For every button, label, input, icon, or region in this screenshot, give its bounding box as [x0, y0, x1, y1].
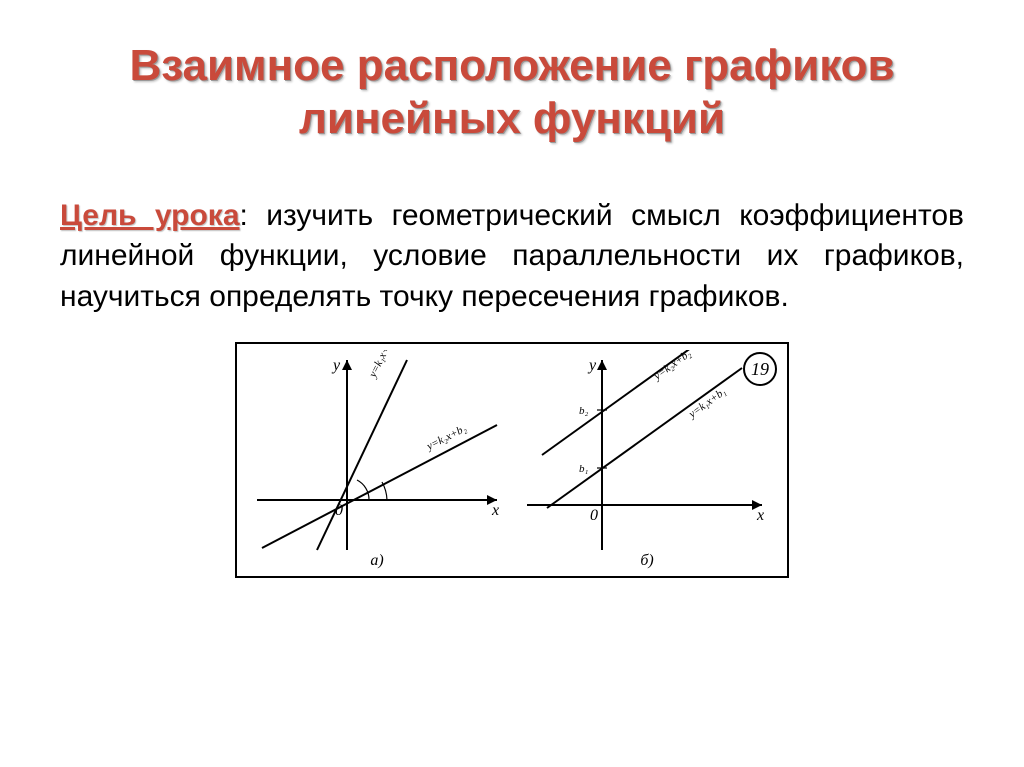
panel-a: y x 0 y=k₁x+b₁ y=k₂x+b₂ а) — [247, 350, 507, 570]
x-label-b: x — [756, 507, 764, 524]
slide-title: Взаимное расположение графиков линейных … — [60, 40, 964, 146]
goal-label: Цель урока — [60, 199, 240, 232]
b2-label: b₂ — [579, 405, 589, 417]
origin-label-b: 0 — [590, 507, 598, 524]
y-label: y — [331, 357, 341, 374]
line-k2-label: y=k₂x+b₂ — [424, 423, 468, 454]
line-upper-label: y=k₂x+b₂ — [651, 350, 694, 383]
figure-container: y x 0 y=k₁x+b₁ y=k₂x+b₂ а) — [60, 342, 964, 578]
figure-number-badge: 19 — [743, 352, 777, 386]
line-k2 — [262, 425, 497, 548]
line-k1 — [317, 360, 407, 550]
y-label-b: y — [587, 357, 597, 374]
figure-box: y x 0 y=k₁x+b₁ y=k₂x+b₂ а) — [235, 342, 789, 578]
chart-b: y x 0 y=k₂x+b₂ y=k₁x+b₁ b₂ b₁ б) — [517, 350, 777, 570]
panel-b-sublabel: б) — [640, 552, 653, 569]
chart-a: y x 0 y=k₁x+b₁ y=k₂x+b₂ а) — [247, 350, 507, 570]
line-lower — [547, 368, 742, 508]
y-arrow-icon — [342, 360, 352, 370]
b1-label: b₁ — [579, 463, 589, 475]
panel-a-sublabel: а) — [370, 552, 383, 569]
line-k1-label: y=k₁x+b₁ — [366, 350, 396, 380]
lesson-goal: Цель урока: изучить геометрический смысл… — [60, 196, 964, 318]
x-label: x — [491, 502, 499, 519]
y-arrow-b-icon — [597, 360, 607, 370]
panel-b: y x 0 y=k₂x+b₂ y=k₁x+b₁ b₂ b₁ б) — [517, 350, 777, 570]
